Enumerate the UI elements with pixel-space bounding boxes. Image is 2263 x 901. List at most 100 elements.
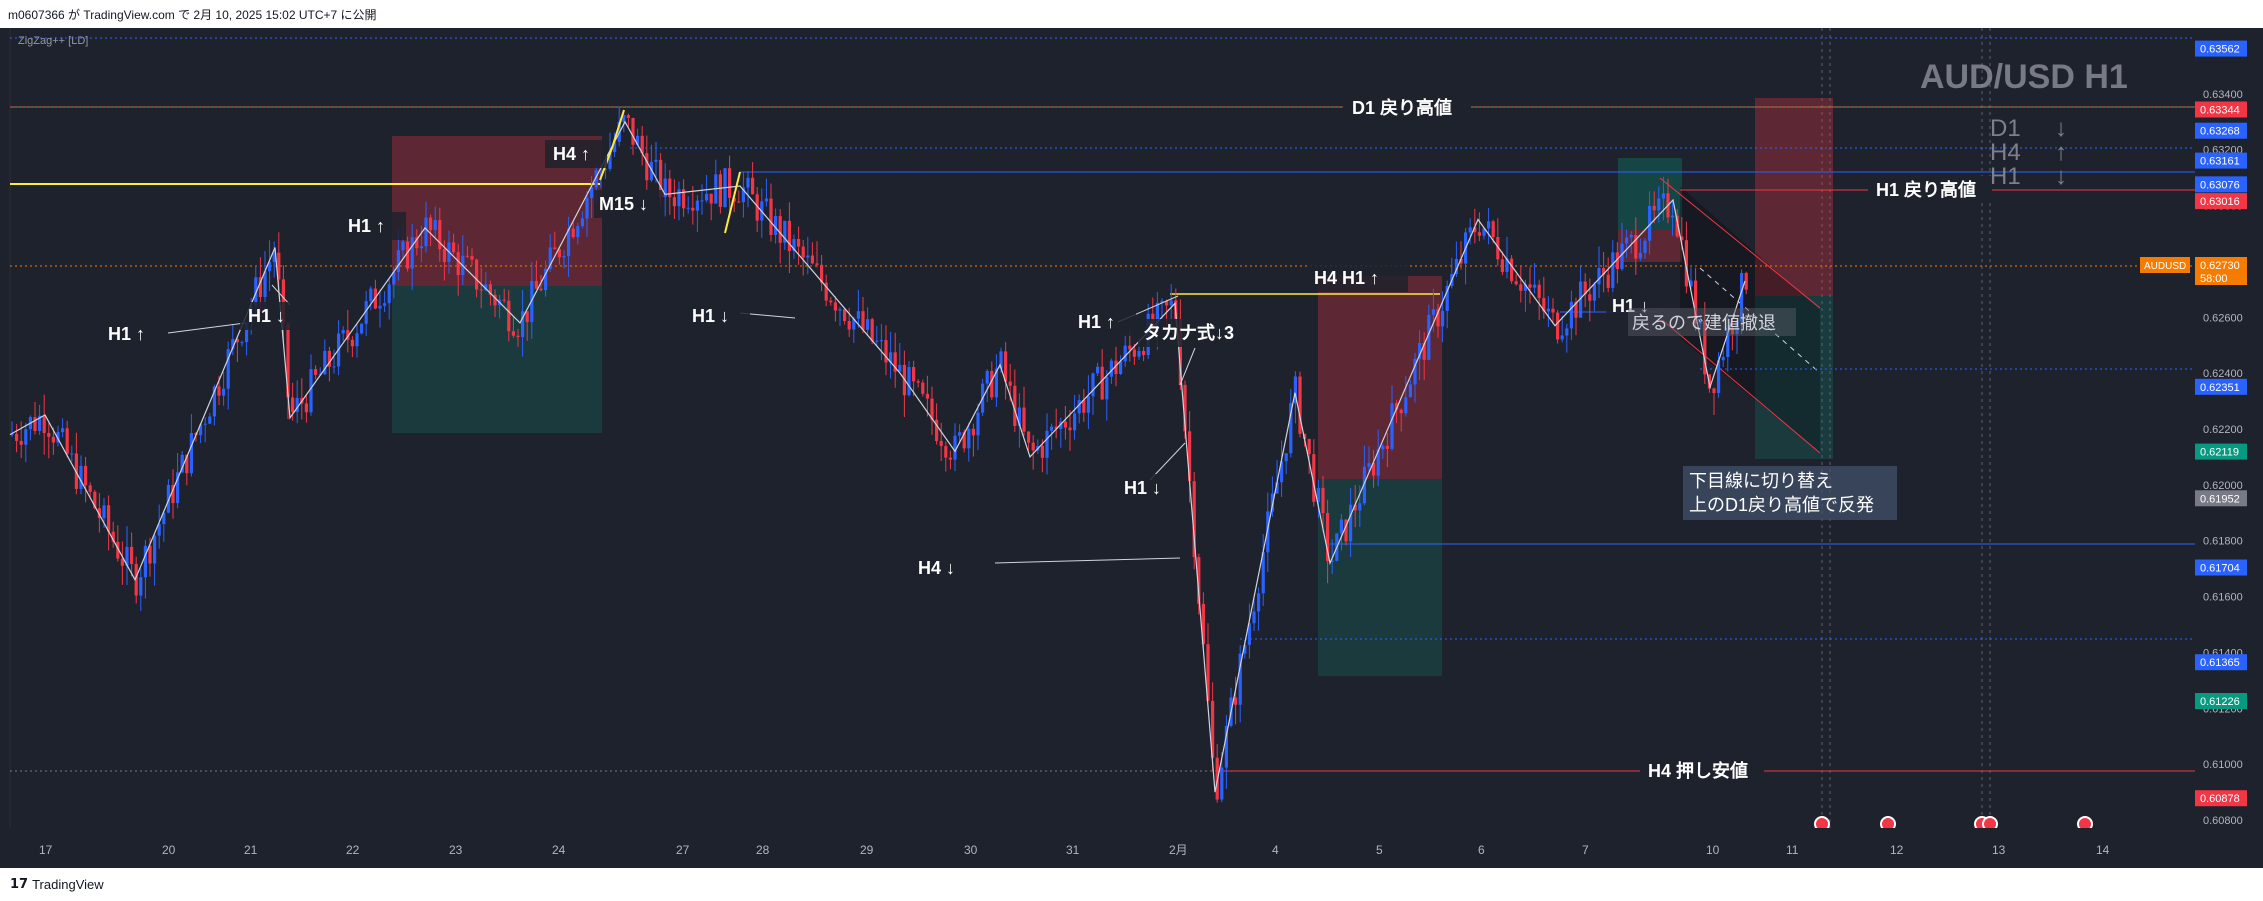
tradingview-brand[interactable]: 𝟭𝟳 TradingView bbox=[10, 876, 104, 892]
candle-body bbox=[553, 247, 557, 250]
candle-body bbox=[203, 423, 207, 425]
candle-body bbox=[778, 216, 782, 243]
candle-body bbox=[120, 558, 124, 566]
price-badge-label: 0.63562 bbox=[2200, 44, 2240, 56]
price-tick-label: 0.61800 bbox=[2203, 536, 2243, 548]
candle-body bbox=[705, 193, 709, 201]
candle-body bbox=[746, 177, 750, 188]
event-flags[interactable] bbox=[1814, 816, 2093, 832]
candle-body bbox=[1109, 360, 1113, 377]
candle-body bbox=[1192, 481, 1196, 558]
yellow-segments bbox=[599, 109, 741, 234]
time-tick-label: 24 bbox=[552, 843, 566, 857]
candle-body bbox=[88, 485, 92, 492]
chart-background bbox=[0, 28, 2263, 868]
candle-body bbox=[907, 367, 911, 396]
candle-body bbox=[1399, 409, 1403, 414]
candle-body bbox=[1551, 308, 1555, 313]
candle-body bbox=[820, 264, 824, 283]
risk-box-4 bbox=[1755, 98, 1833, 296]
candle-body bbox=[424, 217, 428, 247]
time-tick-label: 12 bbox=[1890, 843, 1904, 857]
candle-body bbox=[1620, 243, 1624, 270]
price-badge bbox=[2195, 654, 2247, 671]
candle-body bbox=[369, 288, 373, 302]
candle-body bbox=[1206, 644, 1210, 701]
candle-body bbox=[157, 524, 161, 536]
time-tick-label: 7 bbox=[1582, 843, 1589, 857]
candle-body bbox=[470, 256, 474, 260]
candle-body bbox=[1505, 258, 1509, 272]
annotation-h1-up-2: H1 ↑ bbox=[348, 216, 385, 236]
tradingview-brand-text: TradingView bbox=[32, 876, 104, 892]
candle-body bbox=[65, 428, 69, 454]
price-axis[interactable]: 0.624000.622000.620000.618000.616000.614… bbox=[2140, 28, 2263, 868]
tradingview-logo-icon: 𝟭𝟳 bbox=[10, 876, 29, 891]
candle-body bbox=[38, 415, 42, 431]
candle-body bbox=[15, 433, 19, 441]
candle-body bbox=[516, 335, 520, 337]
candle-body bbox=[1123, 345, 1127, 362]
candle-body bbox=[1100, 366, 1104, 400]
candle-body bbox=[1031, 442, 1035, 451]
candle-body bbox=[1220, 767, 1224, 800]
candle-body bbox=[1703, 321, 1707, 375]
candle-body bbox=[1514, 281, 1518, 285]
candle-body bbox=[429, 217, 433, 231]
annotation-m15-down: M15 ↓ bbox=[599, 194, 648, 214]
price-chart[interactable]: H1 ↑ H1 ↓ H1 ↑ H4 ↑ M15 ↓ H1 ↓ H1 ↑ タカナ式… bbox=[0, 28, 2263, 868]
candle-body bbox=[764, 198, 768, 202]
candle-body bbox=[442, 249, 446, 263]
candle-body bbox=[1395, 403, 1399, 410]
candle-body bbox=[1040, 445, 1044, 458]
price-badge-label: 0.60878 bbox=[2200, 793, 2240, 805]
trend-label-h4: H4 bbox=[1990, 139, 2021, 166]
candle-body bbox=[1427, 314, 1431, 360]
candle-body bbox=[544, 268, 548, 291]
risk-box-2 bbox=[1318, 276, 1442, 479]
candle-body bbox=[1330, 560, 1334, 562]
candle-body bbox=[1155, 302, 1159, 328]
candle-body bbox=[1114, 360, 1118, 375]
candle-body bbox=[1054, 426, 1058, 429]
candle-body bbox=[659, 159, 663, 198]
current-price-symbol: AUDUSD bbox=[2144, 261, 2186, 272]
candle-body bbox=[1684, 240, 1688, 287]
time-axis[interactable]: 17 20 21 22 23 24 27 28 29 30 31 2月 4 5 6 7 10 11 12 13 14 bbox=[0, 828, 2195, 868]
candle-body bbox=[484, 284, 488, 291]
price-badge bbox=[2195, 152, 2247, 169]
candle-body bbox=[962, 432, 966, 449]
candle-body bbox=[921, 382, 925, 394]
price-badge bbox=[2195, 443, 2247, 460]
candle-body bbox=[1569, 301, 1573, 329]
candle-body bbox=[774, 216, 778, 235]
candle-body bbox=[1096, 366, 1100, 374]
candle-body bbox=[622, 115, 626, 122]
candle-body bbox=[452, 242, 456, 253]
candle-body bbox=[1698, 321, 1702, 324]
candle-body bbox=[801, 246, 805, 258]
candle-body bbox=[1519, 284, 1523, 291]
price-badge bbox=[2195, 490, 2247, 507]
time-tick-label: 22 bbox=[346, 843, 360, 857]
candle-body bbox=[235, 339, 239, 343]
candle-body bbox=[1004, 351, 1008, 382]
candle-body bbox=[971, 428, 975, 436]
level-label-h4-low: H4 押し安値 bbox=[1648, 760, 1748, 781]
candle-body bbox=[396, 250, 400, 273]
candle-body bbox=[1257, 593, 1261, 612]
time-tick-label: 4 bbox=[1272, 843, 1279, 857]
candle-body bbox=[958, 432, 962, 436]
candle-body bbox=[240, 342, 244, 344]
time-tick-label: 20 bbox=[162, 843, 176, 857]
candle-body bbox=[350, 339, 354, 347]
candle-body bbox=[346, 330, 350, 340]
candle-body bbox=[1077, 400, 1081, 414]
candle-body bbox=[1625, 237, 1629, 244]
candle-body bbox=[199, 424, 203, 436]
candle-body bbox=[1597, 268, 1601, 285]
candle-body bbox=[806, 255, 810, 258]
time-tick-label: 29 bbox=[860, 843, 874, 857]
candle-body bbox=[1289, 403, 1293, 454]
candle-body bbox=[1671, 215, 1675, 218]
